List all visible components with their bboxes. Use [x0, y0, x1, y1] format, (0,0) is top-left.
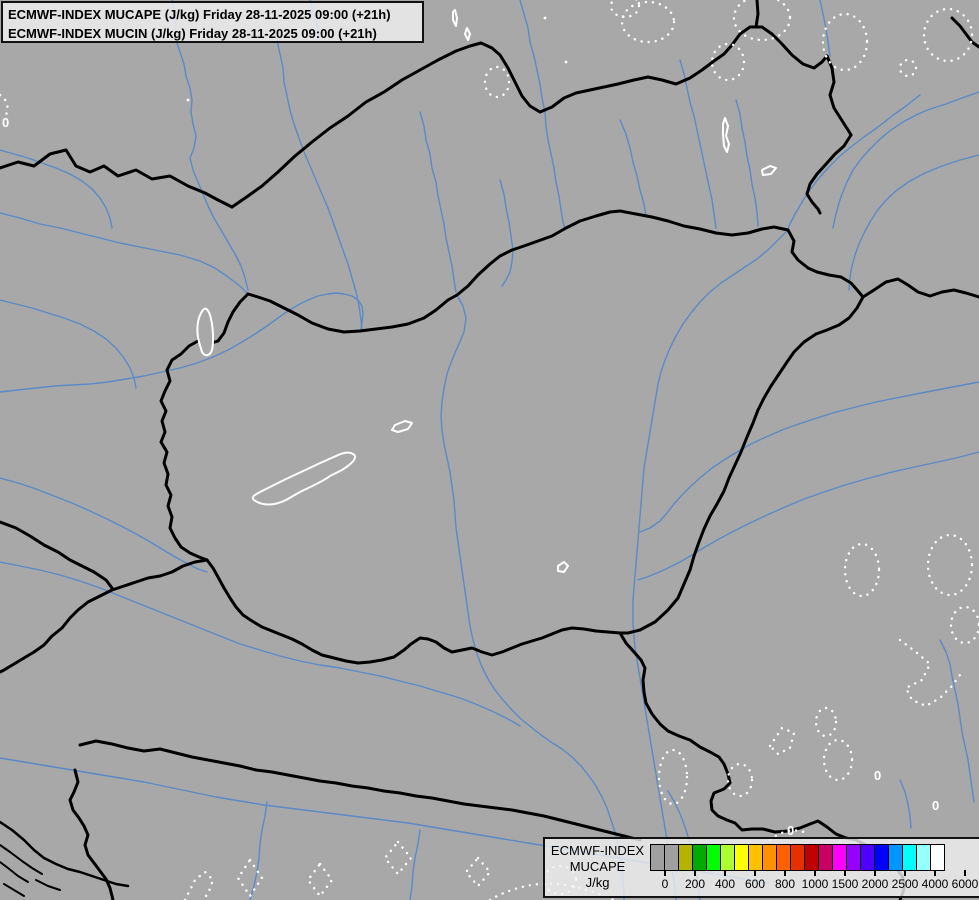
legend-tick-label: 600: [744, 877, 766, 891]
legend-tick: [904, 870, 906, 876]
legend-color-step: [734, 844, 749, 871]
legend-color-step: [706, 844, 721, 871]
lakes: [196, 9, 777, 573]
legend-tick-label: 2000: [861, 877, 889, 891]
title-line-mucin: ECMWF-INDEX MUCIN (J/kg) Friday 28-11-20…: [8, 26, 377, 41]
legend-color-step: [762, 844, 777, 871]
legend-color-step: [832, 844, 847, 871]
legend-tick: [934, 870, 936, 876]
legend-color-step: [678, 844, 693, 871]
legend-tick-label: 6000: [951, 877, 979, 891]
legend-color-step: [916, 844, 931, 871]
legend-tick: [784, 870, 786, 876]
contour-label: 0: [787, 823, 794, 838]
title-line-mucape: ECMWF-INDEX MUCAPE (J/kg) Friday 28-11-2…: [8, 7, 391, 22]
legend-tick: [724, 870, 726, 876]
legend-color-step: [818, 844, 833, 871]
legend-color-step: [846, 844, 861, 871]
legend-tick: [694, 870, 696, 876]
legend-tick-label: 4000: [921, 877, 949, 891]
legend-colorbar: [650, 844, 945, 871]
legend-color-step: [664, 844, 679, 871]
legend-tick: [844, 870, 846, 876]
legend-tick-label: 400: [714, 877, 736, 891]
legend-box: ECMWF-INDEX MUCAPE J/kg 0 200 400 600 800 100…: [543, 837, 979, 898]
lake-velence: [391, 420, 413, 433]
legend-tick: [874, 870, 876, 876]
legend-units: J/kg: [585, 875, 610, 890]
legend-color-step: [790, 844, 805, 871]
legend-tick: [754, 870, 756, 876]
legend-color-step: [748, 844, 763, 871]
contour-label: 0: [874, 768, 881, 783]
legend-tick-label: 1500: [831, 877, 859, 891]
legend-color-step: [650, 844, 665, 871]
legend-tick-label: 200: [684, 877, 706, 891]
legend-title-line2: MUCAPE: [569, 859, 626, 874]
lake-balaton: [251, 451, 357, 506]
legend-tick: [814, 870, 816, 876]
legend-tick-label: 2500: [891, 877, 919, 891]
legend-color-step: [776, 844, 791, 871]
contour-zero-labels: 0 0 0 0: [2, 115, 939, 838]
contour-label: 0: [932, 798, 939, 813]
contour-label: 0: [2, 115, 9, 130]
legend-tick: [964, 870, 966, 876]
legend-title: ECMWF-INDEX MUCAPE J/kg: [545, 843, 650, 891]
legend-color-step: [804, 844, 819, 871]
legend-color-step: [874, 844, 889, 871]
legend-title-line1: ECMWF-INDEX: [550, 843, 645, 858]
legend-color-step: [930, 844, 945, 871]
legend-color-step: [888, 844, 903, 871]
lake-neusiedl: [196, 307, 215, 357]
legend-color-step: [692, 844, 707, 871]
legend-color-step: [860, 844, 875, 871]
legend-color-step: [720, 844, 735, 871]
legend-tick-label: 800: [774, 877, 796, 891]
legend-tick: [664, 870, 666, 876]
legend-color-step: [902, 844, 917, 871]
title-box: ECMWF-INDEX MUCAPE (J/kg) Friday 28-11-2…: [1, 1, 424, 43]
legend-tick-label: 0: [661, 877, 669, 891]
legend-tick-label: 1000: [801, 877, 829, 891]
lake-tisza: [557, 561, 569, 573]
